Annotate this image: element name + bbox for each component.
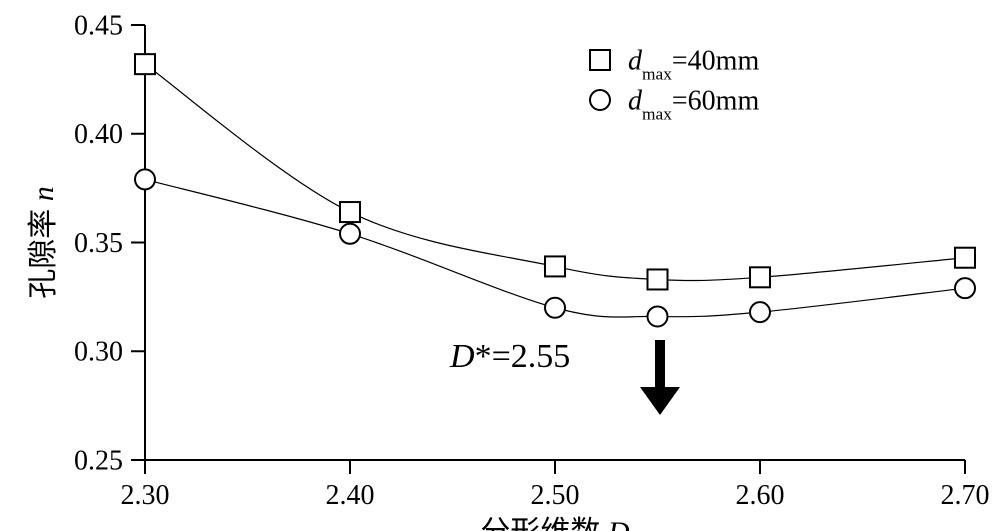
legend-marker-dmax60 xyxy=(590,90,610,110)
x-tick-label: 2.30 xyxy=(121,480,170,511)
series-point-dmax60-3 xyxy=(648,306,668,326)
series-point-dmax40-1 xyxy=(340,202,360,222)
series-point-dmax40-5 xyxy=(955,248,975,268)
x-tick-label: 2.60 xyxy=(736,480,785,511)
y-tick-label: 0.25 xyxy=(74,445,123,476)
series-point-dmax60-0 xyxy=(135,169,155,189)
series-line-dmax40 xyxy=(145,64,965,280)
series-point-dmax40-2 xyxy=(545,256,565,276)
y-tick-label: 0.35 xyxy=(74,228,123,259)
legend-label-dmax60: dmax=60mm xyxy=(628,85,759,123)
series-point-dmax60-1 xyxy=(340,224,360,244)
series-point-dmax40-3 xyxy=(648,269,668,289)
series-point-dmax60-2 xyxy=(545,298,565,318)
x-tick-label: 2.50 xyxy=(531,480,580,511)
series-point-dmax60-4 xyxy=(750,302,770,322)
series-line-dmax60 xyxy=(145,179,965,317)
legend-marker-dmax40 xyxy=(590,50,610,70)
series-point-dmax60-5 xyxy=(955,278,975,298)
x-tick-label: 2.70 xyxy=(941,480,990,511)
y-tick-label: 0.40 xyxy=(74,119,123,150)
legend-label-dmax40: dmax=40mm xyxy=(628,45,759,83)
y-axis-label: 孔隙率 n xyxy=(27,186,60,299)
y-tick-label: 0.30 xyxy=(74,337,123,368)
y-tick-label: 0.45 xyxy=(74,10,123,41)
annotation-arrow-down-icon xyxy=(640,340,680,415)
series-point-dmax40-0 xyxy=(135,54,155,74)
x-tick-label: 2.40 xyxy=(326,480,375,511)
annotation-text: D*=2.55 xyxy=(449,338,570,375)
series-point-dmax40-4 xyxy=(750,267,770,287)
x-axis-label: 分形维数 D xyxy=(480,516,630,531)
porosity-vs-fractal-dimension-chart: 2.30 2.40 2.50 2.60 2.70 分形维数 D 0.25 0.30 0.35 0.… xyxy=(0,0,1000,531)
